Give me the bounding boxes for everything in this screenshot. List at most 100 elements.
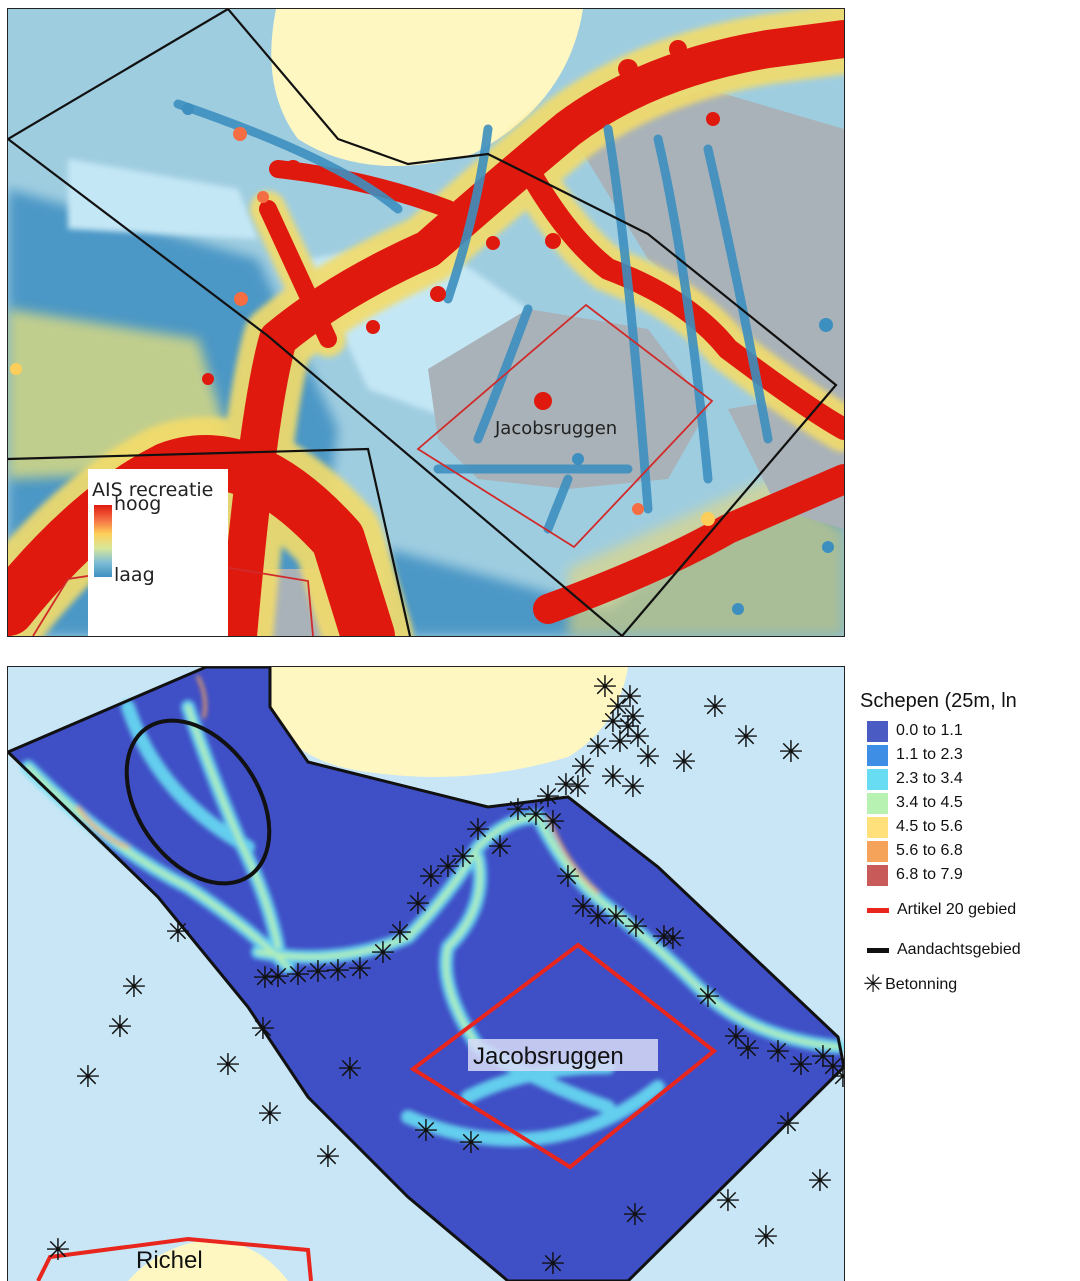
legend-class-row: 1.1 to 2.3: [860, 743, 1080, 767]
legend-class-row: 6.8 to 7.9: [860, 863, 1080, 887]
buoy-asterisk-icon: ✳: [553, 768, 578, 803]
buoy-asterisk-icon: ✳: [458, 1126, 483, 1161]
buoy-asterisk-icon: ✳: [620, 700, 645, 735]
legend-class-label: 4.5 to 5.6: [896, 818, 963, 835]
legend-class-row: 3.4 to 4.5: [860, 791, 1080, 815]
buoy-asterisk-icon: ✳: [671, 745, 696, 780]
buoy-asterisk-icon: ✳: [660, 922, 685, 957]
buoy-asterisk-icon: ✳: [753, 1220, 778, 1255]
legend-betonning: ✳ Betonning: [860, 973, 1080, 997]
legend-class-label: 0.0 to 1.1: [896, 722, 963, 739]
legend-class-label: 3.4 to 4.5: [896, 794, 963, 811]
top-area-label: Jacobsruggen: [494, 418, 617, 439]
buoy-asterisk-icon: ✳: [607, 725, 632, 760]
buoy-asterisk-icon: ✳: [600, 760, 625, 795]
black-line-icon: [867, 947, 889, 953]
legend-class-row: 2.3 to 3.4: [860, 767, 1080, 791]
buoy-asterisk-icon: ✳: [702, 690, 727, 725]
buoy-asterisk-icon: ✳: [765, 1035, 790, 1070]
ais-recreation-map: Jacobsruggen AIS recreatie hoog laag: [7, 8, 845, 637]
buoy-asterisk-icon: ✳: [775, 1107, 800, 1142]
legend-swatch: [867, 720, 888, 742]
buoy-asterisk-icon: ✳: [370, 936, 395, 971]
buoy-asterisk-icon: ✳: [215, 1048, 240, 1083]
buoy-asterisk-icon: ✳: [600, 705, 625, 740]
buoy-asterisk-icon: ✳: [570, 750, 595, 785]
buoy-asterisk-icon: ✳: [435, 850, 460, 885]
buoy-asterisk-icon: ✳: [540, 1247, 565, 1281]
legend-swatch: [867, 840, 888, 862]
buoy-asterisk-icon: ✳: [285, 958, 310, 993]
legend-class-row: 4.5 to 5.6: [860, 815, 1080, 839]
buoy-asterisk-icon: ✳: [252, 961, 277, 996]
legend-swatch: [867, 768, 888, 790]
buoy-asterisk-icon: ✳: [635, 740, 660, 775]
buoy-asterisk-icon: ✳: [585, 900, 610, 935]
buoy-asterisk-icon: ✳: [651, 920, 676, 955]
buoy-markers: ✳✳✳✳✳✳✳✳✳ ✳✳✳ ✳✳✳✳✳✳✳ ✳✳ ✳✳✳✳✳✳✳✳✳✳✳✳✳✳✳✳✳✳✳…: [45, 670, 844, 1281]
legend-aandacht-label: Aandachtsgebied: [897, 941, 1021, 958]
buoy-asterisk-icon: ✳: [337, 1052, 362, 1087]
buoy-asterisk-icon: ✳: [565, 770, 590, 805]
legend-title: Schepen (25m, ln: [860, 690, 1017, 712]
buoy-asterisk-icon: ✳: [830, 1060, 844, 1095]
buoy-asterisk-icon: ✳: [617, 680, 642, 715]
legend-swatch: [867, 792, 888, 814]
buoy-asterisk-icon: ✳: [257, 1097, 282, 1132]
buoy-asterisk-icon: ✳: [695, 980, 720, 1015]
buoy-asterisk-icon: ✳: [418, 860, 443, 895]
buoy-asterisk-icon: ✳: [625, 720, 650, 755]
legend-artikel20-label: Artikel 20 gebied: [897, 901, 1017, 918]
buoy-asterisk-icon: ✳: [450, 840, 475, 875]
buoy-asterisk-icon: ✳: [465, 813, 490, 848]
buoy-asterisk-icon: ✳: [413, 1114, 438, 1149]
buoy-asterisk-icon: ✳: [75, 1060, 100, 1095]
legend-class-label: 1.1 to 2.3: [896, 746, 963, 763]
ship-density-legend: Schepen (25m, ln 0.0 to 1.1 1.1 to 2.3 2.3…: [860, 690, 1080, 997]
buoy-asterisk-icon: ✳: [622, 1198, 647, 1233]
buoy-asterisk-icon: ✳: [810, 1040, 835, 1075]
buoy-asterisk-icon: ✳: [570, 890, 595, 925]
legend-betonning-label: Betonning: [885, 976, 958, 993]
asterisk-icon: ✳: [863, 971, 884, 998]
legend-class-row: 0.0 to 1.1: [860, 719, 1080, 743]
buoy-asterisk-icon: ✳: [807, 1164, 832, 1199]
buoy-asterisk-icon: ✳: [107, 1010, 132, 1045]
legend-class-row: 5.6 to 6.8: [860, 839, 1080, 863]
buoy-asterisk-icon: ✳: [347, 952, 372, 987]
red-line-icon: [867, 907, 889, 913]
bottom-area-label: Jacobsruggen: [473, 1043, 624, 1070]
ship-density-map: Jacobsruggen Richel ✳ ✳ ✳ ✳ ✳ ✳ ✳ ✳ ✳ ✳ ✳ ✳ ✳ ✳ ✳ ✳ ✳ ✳ ✳ ✳…: [7, 666, 845, 1281]
buoy-asterisk-icon: ✳: [45, 1233, 70, 1268]
buoy-asterisk-icon: ✳: [788, 1048, 813, 1083]
buoy-asterisk-icon: ✳: [603, 900, 628, 935]
legend-swatch: [867, 864, 888, 886]
buoy-asterisk-icon: ✳: [305, 955, 330, 990]
ais-map-graphic: Jacobsruggen: [8, 9, 844, 636]
legend-aandacht: Aandachtsgebied: [860, 933, 1080, 967]
buoy-asterisk-icon: ✳: [733, 720, 758, 755]
buoy-asterisk-icon: ✳: [250, 1012, 275, 1047]
buoy-asterisk-icon: ✳: [735, 1032, 760, 1067]
buoy-asterisk-icon: ✳: [585, 730, 610, 765]
ais-legend: AIS recreatie hoog laag: [88, 469, 228, 636]
buoy-asterisk-icon: ✳: [535, 780, 560, 815]
buoy-asterisk-icon: ✳: [715, 1184, 740, 1219]
buoy-asterisk-icon: ✳: [623, 910, 648, 945]
buoy-asterisk-icon: ✳: [555, 860, 580, 895]
legend-artikel20: Artikel 20 gebied: [860, 893, 1080, 927]
buoy-asterisk-icon: ✳: [405, 887, 430, 922]
buoy-asterisk-icon: ✳: [615, 710, 640, 745]
legend-class-label: 2.3 to 3.4: [896, 770, 963, 787]
buoy-asterisk-icon: ✳: [820, 1050, 844, 1085]
legend-class-list: 0.0 to 1.1 1.1 to 2.3 2.3 to 3.4 3.4 to 4.5…: [860, 719, 1080, 887]
legend-class-label: 5.6 to 6.8: [896, 842, 963, 859]
buoy-asterisk-icon: ✳: [325, 954, 350, 989]
buoy-asterisk-icon: ✳: [778, 735, 803, 770]
buoy-asterisk-icon: ✳: [723, 1020, 748, 1055]
ship-density-graphic: Jacobsruggen Richel ✳✳✳✳✳✳✳✳✳ ✳✳✳ ✳✳✳✳✳✳✳ ✳…: [8, 667, 844, 1281]
ais-legend-low: laag: [114, 564, 155, 586]
legend-class-label: 6.8 to 7.9: [896, 866, 963, 883]
buoy-asterisk-icon: ✳: [487, 830, 512, 865]
buoy-asterisk-icon: ✳: [121, 970, 146, 1005]
